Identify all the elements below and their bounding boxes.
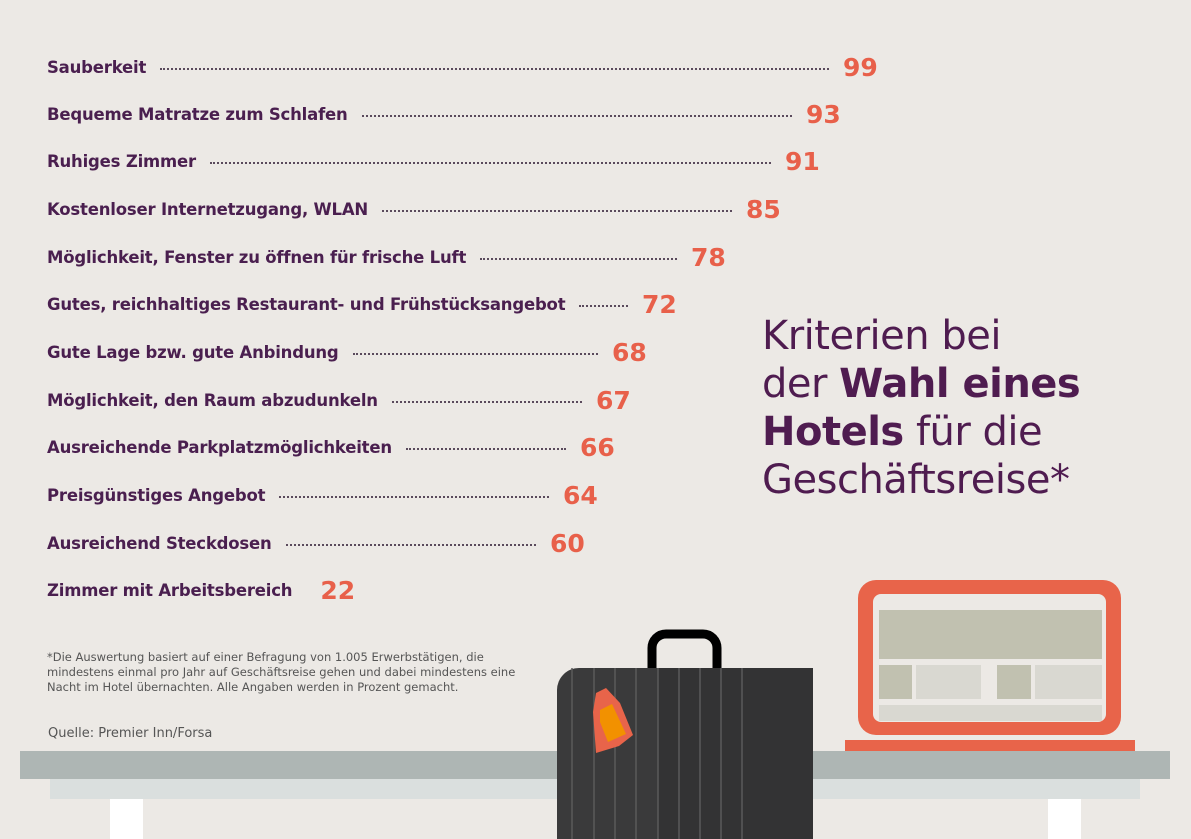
dotted-leader bbox=[579, 305, 628, 307]
dotted-leader bbox=[285, 544, 536, 546]
title-bold-part: Hotels bbox=[762, 409, 904, 455]
table-row: Ruhiges Zimmer 91 bbox=[47, 146, 825, 176]
title-part: der bbox=[762, 361, 840, 407]
criterion-label: Ausreichend Steckdosen bbox=[47, 533, 272, 553]
value-label: 66 bbox=[580, 432, 615, 462]
table-row: Ausreichend Steckdosen 60 bbox=[47, 528, 590, 558]
table-row: Zimmer mit Arbeitsbereich 22 bbox=[47, 575, 360, 605]
table-row: Möglichkeit, den Raum abzudunkeln 67 bbox=[47, 385, 636, 415]
title-line-4: Geschäftsreise* bbox=[762, 457, 1070, 503]
criterion-label: Möglichkeit, Fenster zu öffnen für frisc… bbox=[47, 247, 467, 267]
table-row: Sauberkeit 99 bbox=[47, 52, 883, 82]
title-line-1: Kriterien bei bbox=[762, 313, 1001, 359]
suitcase-icon bbox=[557, 629, 813, 839]
title-bold-part: Wahl eines bbox=[839, 361, 1081, 407]
criterion-label: Zimmer mit Arbeitsbereich bbox=[47, 580, 293, 600]
dotted-leader bbox=[361, 115, 792, 117]
desk-leg bbox=[110, 799, 143, 839]
criterion-label: Ruhiges Zimmer bbox=[47, 151, 196, 171]
value-label: 99 bbox=[843, 52, 878, 82]
table-row: Gutes, reichhaltiges Restaurant- und Frü… bbox=[47, 289, 682, 319]
table-row: Kostenloser Internetzugang, WLAN 85 bbox=[47, 194, 786, 224]
value-label: 93 bbox=[806, 99, 841, 129]
criterion-label: Möglichkeit, den Raum abzudunkeln bbox=[47, 390, 378, 410]
dotted-leader bbox=[279, 496, 549, 498]
dotted-leader bbox=[382, 210, 732, 212]
value-label: 91 bbox=[785, 146, 820, 176]
table-row: Gute Lage bzw. gute Anbindung 68 bbox=[47, 337, 652, 367]
criterion-label: Kostenloser Internetzugang, WLAN bbox=[47, 199, 369, 219]
value-label: 72 bbox=[642, 289, 677, 319]
desk-leg bbox=[1048, 799, 1081, 839]
criterion-label: Preisgünstiges Angebot bbox=[47, 485, 266, 505]
criterion-label: Bequeme Matratze zum Schlafen bbox=[47, 104, 348, 124]
value-label: 68 bbox=[612, 337, 647, 367]
table-row: Preisgünstiges Angebot 64 bbox=[47, 480, 603, 510]
dotted-leader bbox=[405, 448, 566, 450]
dotted-leader bbox=[480, 258, 677, 260]
value-label: 67 bbox=[596, 385, 631, 415]
dotted-leader bbox=[352, 353, 598, 355]
value-label: 85 bbox=[746, 194, 781, 224]
table-row: Ausreichende Parkplatzmöglichkeiten 66 bbox=[47, 432, 620, 462]
dotted-leader bbox=[209, 162, 771, 164]
criterion-label: Gutes, reichhaltiges Restaurant- und Frü… bbox=[47, 294, 566, 314]
laptop-icon bbox=[845, 580, 1135, 751]
chart-title: Kriterien bei der Wahl eines Hotels für … bbox=[762, 312, 1081, 504]
dotted-leader bbox=[160, 68, 829, 70]
footnote: *Die Auswertung basiert auf einer Befrag… bbox=[47, 650, 516, 694]
table-row: Bequeme Matratze zum Schlafen 93 bbox=[47, 99, 846, 129]
value-label: 60 bbox=[550, 528, 585, 558]
value-label: 64 bbox=[563, 480, 598, 510]
dotted-leader bbox=[391, 401, 582, 403]
value-label: 78 bbox=[691, 242, 726, 272]
title-part: für die bbox=[903, 409, 1043, 455]
criterion-label: Sauberkeit bbox=[47, 57, 147, 77]
table-row: Möglichkeit, Fenster zu öffnen für frisc… bbox=[47, 242, 731, 272]
source: Quelle: Premier Inn/Forsa bbox=[48, 726, 213, 741]
value-label: 22 bbox=[320, 575, 356, 605]
criterion-label: Ausreichende Parkplatzmöglichkeiten bbox=[47, 437, 392, 457]
criterion-label: Gute Lage bzw. gute Anbindung bbox=[47, 342, 339, 362]
